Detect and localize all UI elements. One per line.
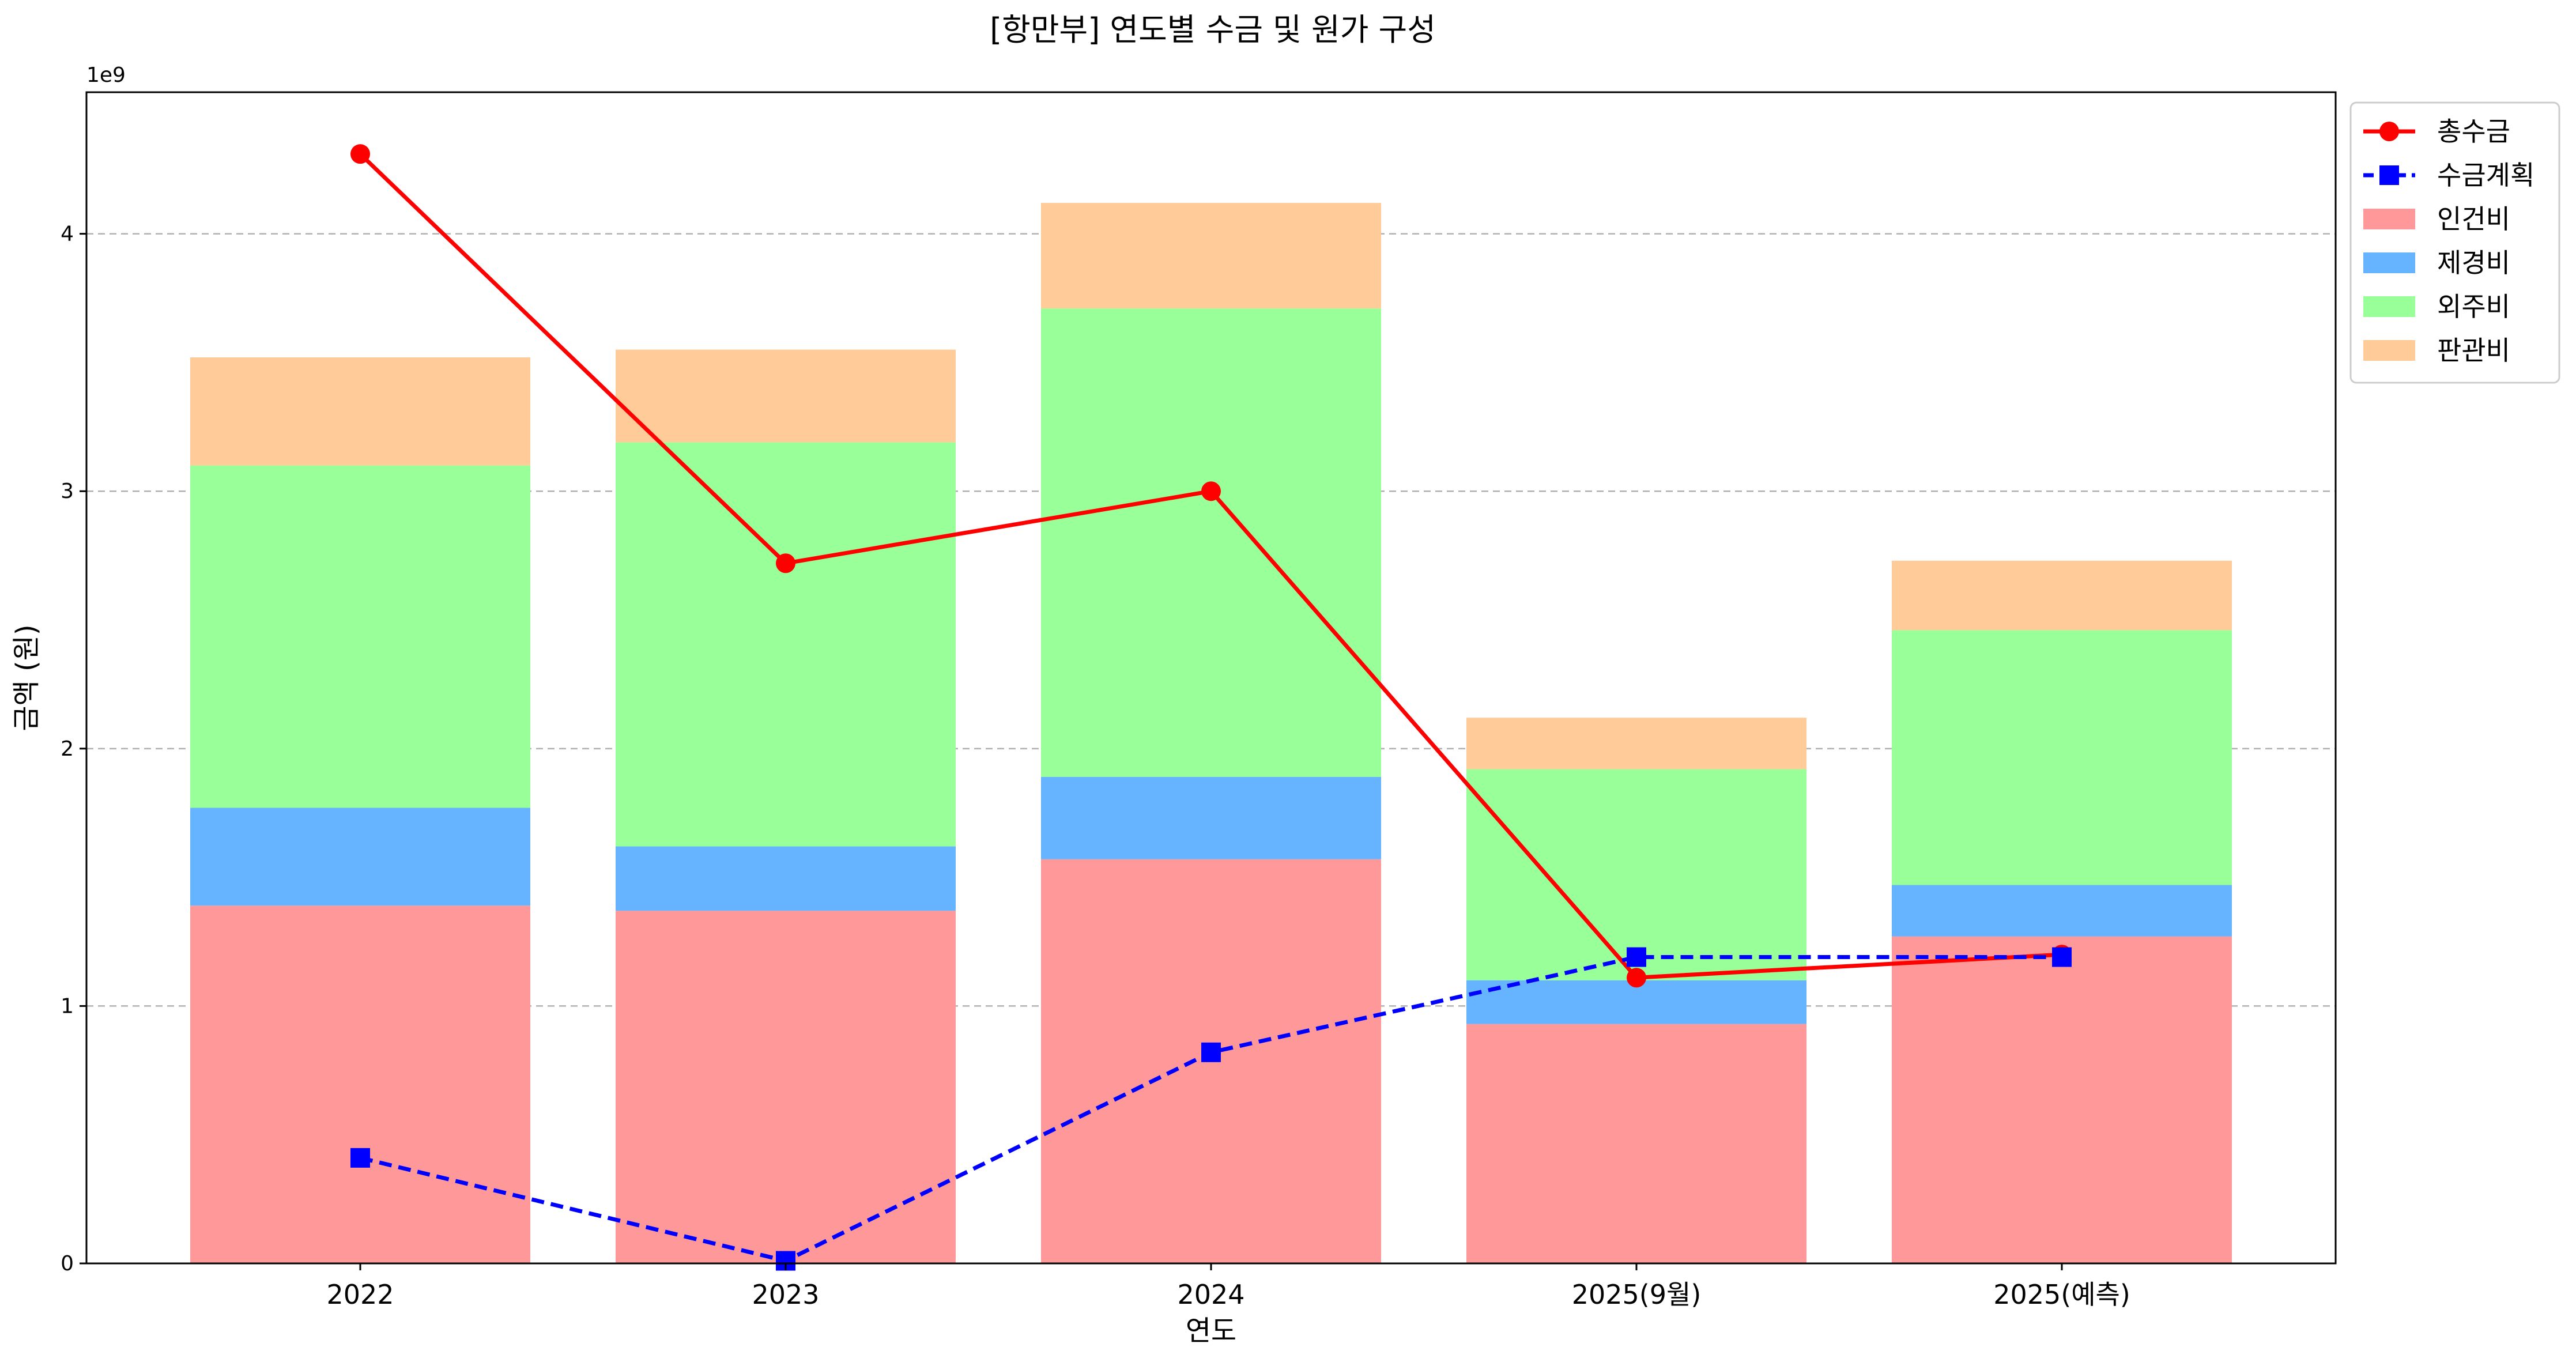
- bar-인건비-2025(예측): [1892, 936, 2232, 1263]
- legend-marker-총수금: [2379, 122, 2399, 141]
- bar-판관비-2024: [1041, 203, 1381, 309]
- x-tick-label-3: 2025(9월): [1572, 1279, 1702, 1310]
- x-tick-label-1: 2023: [752, 1279, 819, 1310]
- legend-swatch-제경비: [2363, 252, 2415, 273]
- point-총수금-2023: [776, 553, 795, 573]
- legend-label-수금계획: 수금계획: [2437, 160, 2534, 191]
- point-수금계획-2025(9월): [1627, 947, 1646, 967]
- point-총수금-2025(9월): [1627, 968, 1646, 988]
- bar-외주비-2025(예측): [1892, 630, 2232, 885]
- bar-제경비-2024: [1041, 776, 1381, 859]
- y-axis-title: 금액 (원): [10, 624, 43, 731]
- point-총수금-2022: [350, 144, 370, 164]
- y-tick-label-0: 0: [61, 1252, 74, 1276]
- bar-stacks: [190, 203, 2232, 1263]
- point-수금계획-2025(예측): [2052, 947, 2072, 967]
- legend-label-총수금: 총수금: [2437, 116, 2510, 147]
- legend-swatch-판관비: [2363, 340, 2415, 361]
- x-axis: 2022 2023 2024 2025(9월) 2025(예측): [326, 1263, 2130, 1310]
- line-series: [350, 144, 2072, 1271]
- x-tick-label-2: 2024: [1177, 1279, 1244, 1310]
- bar-외주비-2022: [190, 465, 530, 808]
- x-tick-label-0: 2022: [326, 1279, 394, 1310]
- bar-제경비-2023: [616, 846, 956, 911]
- y-axis-offset-label: 1e9: [86, 63, 126, 87]
- bar-인건비-2025(9월): [1466, 1024, 1806, 1263]
- y-tick-label-4: 4: [61, 222, 74, 246]
- y-axis: 0 1 2 3 4: [61, 222, 86, 1276]
- bar-판관비-2023: [616, 349, 956, 443]
- bar-인건비-2023: [616, 911, 956, 1263]
- legend-swatch-인건비: [2363, 209, 2415, 229]
- legend-marker-수금계획: [2379, 165, 2399, 185]
- y-tick-label-3: 3: [61, 480, 74, 503]
- point-수금계획-2022: [350, 1148, 370, 1168]
- bar-외주비-2025(9월): [1466, 769, 1806, 980]
- y-tick-label-2: 2: [61, 737, 74, 761]
- x-tick-label-4: 2025(예측): [1993, 1279, 2130, 1310]
- point-수금계획-2024: [1201, 1042, 1221, 1062]
- x-axis-title: 연도: [1186, 1315, 1236, 1347]
- bar-제경비-2025(9월): [1466, 980, 1806, 1024]
- y-tick-label-1: 1: [61, 994, 74, 1018]
- bar-제경비-2025(예측): [1892, 885, 2232, 937]
- bar-외주비-2023: [616, 442, 956, 847]
- bar-제경비-2022: [190, 807, 530, 906]
- bar-판관비-2025(9월): [1466, 718, 1806, 769]
- bar-외주비-2024: [1041, 308, 1381, 777]
- point-총수금-2024: [1201, 481, 1221, 501]
- legend-swatch-외주비: [2363, 296, 2415, 317]
- bar-인건비-2022: [190, 905, 530, 1263]
- bar-판관비-2022: [190, 357, 530, 466]
- legend-label-인건비: 인건비: [2437, 203, 2510, 235]
- legend-label-판관비: 판관비: [2437, 335, 2510, 366]
- legend-label-외주비: 외주비: [2437, 291, 2510, 322]
- bar-판관비-2025(예측): [1892, 560, 2232, 631]
- chart-title: [항만부] 연도별 수금 및 원가 구성: [990, 12, 1436, 48]
- legend-label-제경비: 제경비: [2437, 247, 2510, 278]
